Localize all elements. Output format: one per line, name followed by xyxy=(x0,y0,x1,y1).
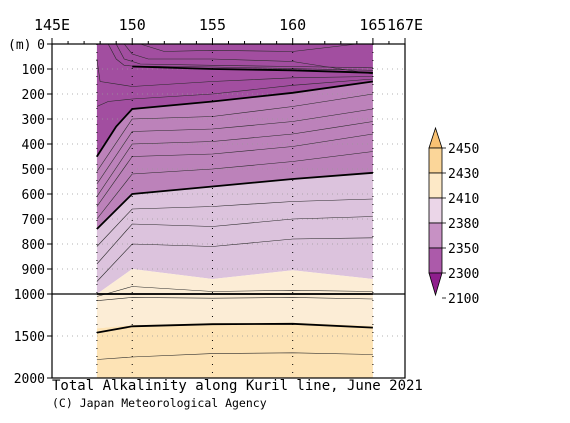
legend-swatch-2 xyxy=(428,172,443,199)
x-tick-label-0: 145E xyxy=(34,16,70,34)
thin-contour-1 xyxy=(107,43,373,71)
y-axis-ticks: (m) 0 100 200 300 400 500 600 700 800 900 1000 1500 2… xyxy=(8,38,52,387)
thin-contour-2 xyxy=(123,43,373,75)
y-upper-tick-label-3: 300 xyxy=(22,113,45,128)
thin-contour-12 xyxy=(96,216,373,265)
y-lower-tick-label-1: 2000 xyxy=(14,372,45,387)
thin-contour-5 xyxy=(96,78,373,107)
y-upper-tick-label-6: 600 xyxy=(22,188,45,203)
legend-arrow-bottom xyxy=(428,272,443,297)
fill-band-2410-2430 xyxy=(96,322,373,378)
x-tick-label-4: 165 xyxy=(359,16,386,34)
legend-swatch-5 xyxy=(428,247,443,274)
y-upper-tick-label-5: 500 xyxy=(22,163,45,178)
fill-band-2380-2410 xyxy=(96,269,373,329)
y-upper-tick-label-8: 800 xyxy=(22,238,45,253)
chart-title: Total Alkalinity along Kuril line, June … xyxy=(52,378,423,394)
thin-contour-0 xyxy=(115,43,373,69)
thick-contour-0 xyxy=(132,65,373,74)
thin-contour-4 xyxy=(96,58,373,87)
legend-label-4: 2350 xyxy=(448,242,479,257)
thin-contour-9 xyxy=(96,133,373,207)
thin-contour-16 xyxy=(96,352,373,360)
thin-contour-7 xyxy=(96,108,373,185)
y-upper-tick-label-2: 200 xyxy=(22,88,45,103)
y-unit-label: (m) xyxy=(8,38,31,53)
y-upper-tick-label-10: 1000 xyxy=(14,288,45,303)
legend: 2450 2430 2410 2380 2350 2300 2100 xyxy=(428,126,479,307)
x-tick-label-1: 150 xyxy=(119,16,146,34)
x-axis-ticks: 145E 150 155 160 165 167E xyxy=(34,16,423,44)
thin-contour-13 xyxy=(96,237,373,282)
y-upper-tick-label-4: 400 xyxy=(22,138,45,153)
legend-label-3: 2380 xyxy=(448,217,479,232)
legend-label-1: 2430 xyxy=(448,167,479,182)
y-upper-tick-label-7: 700 xyxy=(22,213,45,228)
legend-label-6: 2100 xyxy=(448,292,479,307)
x-tick-label-3: 160 xyxy=(279,16,306,34)
x-tick-label-2: 155 xyxy=(199,16,226,34)
legend-swatch-1 xyxy=(428,147,443,174)
thick-contour-1 xyxy=(96,80,374,157)
x-tick-label-5: 167E xyxy=(387,16,423,34)
legend-swatch-4 xyxy=(428,222,443,249)
fill-band-2300-2350 xyxy=(96,81,373,229)
thin-contour-14 xyxy=(96,286,373,297)
contour-fill-layer xyxy=(96,44,373,378)
y-upper-tick-label-9: 900 xyxy=(22,263,45,278)
legend-swatch-3 xyxy=(428,197,443,224)
thin-contour-3 xyxy=(140,43,357,52)
y-upper-tick-label-1: 100 xyxy=(22,63,45,78)
legend-label-5: 2300 xyxy=(448,267,479,282)
fill-band-2100-2300 xyxy=(96,44,373,157)
y-upper-tick-label-0: 0 xyxy=(37,38,45,53)
thin-contour-15 xyxy=(96,297,373,301)
legend-label-2: 2410 xyxy=(448,192,479,207)
fill-band-2350-2380 xyxy=(96,172,373,294)
thin-contour-10 xyxy=(96,151,373,220)
chart-credit: (C) Japan Meteorological Agency xyxy=(52,396,267,410)
thin-contour-layer xyxy=(96,43,373,360)
thick-contour-2 xyxy=(96,171,373,230)
thin-contour-8 xyxy=(96,121,373,197)
legend-arrow-top xyxy=(428,126,443,149)
y-lower-tick-label-0: 1500 xyxy=(14,330,45,345)
thin-contour-11 xyxy=(96,198,373,247)
legend-label-0: 2450 xyxy=(448,142,479,157)
